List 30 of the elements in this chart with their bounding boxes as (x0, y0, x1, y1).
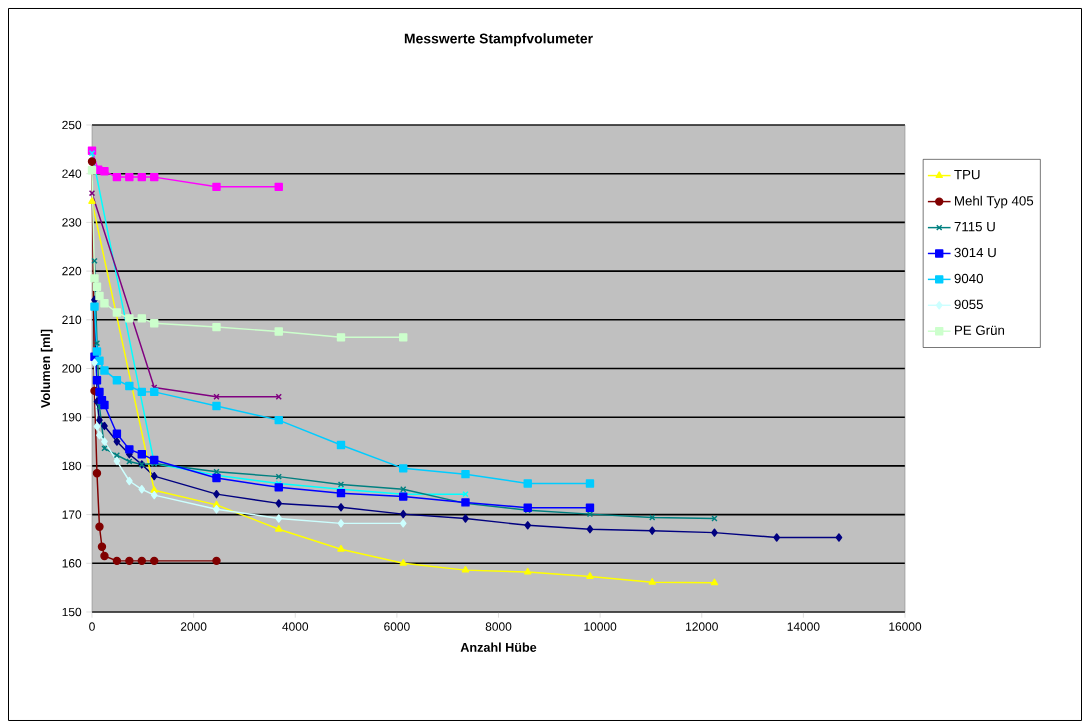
x-tick-label: 4000 (282, 622, 309, 631)
legend-label: Mehl Typ 405 (955, 195, 1034, 209)
legend-label: 3014 U (954, 247, 996, 258)
legend-label: 9055 (954, 299, 983, 310)
y-tick-label: 210 (62, 315, 82, 325)
x-tick-label: 6000 (384, 622, 410, 631)
y-tick-label: 170 (62, 510, 82, 519)
legend-label: 9040 (954, 273, 983, 284)
x-tick-label: 14000 (787, 622, 820, 631)
y-tick-label: 200 (62, 364, 82, 373)
x-tick-label: 16000 (889, 622, 922, 631)
legend-label: TPU (954, 170, 980, 180)
y-tick-label: 190 (62, 412, 82, 422)
x-axis-title: Anzahl Hübe (460, 642, 537, 652)
x-tick-label: 8000 (485, 622, 512, 631)
y-axis-title: Volumen [ml] (40, 329, 53, 408)
y-tick-label: 230 (62, 218, 82, 227)
y-tick-label: 240 (62, 169, 82, 178)
y-tick-label: 160 (62, 559, 82, 568)
legend-label: 7115 U (954, 222, 995, 232)
y-tick-label: 220 (62, 266, 82, 276)
x-tick-label: 10000 (584, 622, 617, 631)
x-tick-label: 12000 (686, 622, 718, 631)
chart-title: Messwerte Stampfvolumeter (404, 33, 593, 47)
y-tick-label: 250 (62, 120, 82, 130)
y-tick-label: 180 (62, 461, 82, 471)
x-tick-label: 2000 (180, 622, 207, 631)
y-tick-label: 150 (62, 607, 82, 617)
legend-label: PE Grün (955, 325, 1005, 335)
x-tick-label: 0 (89, 622, 95, 631)
